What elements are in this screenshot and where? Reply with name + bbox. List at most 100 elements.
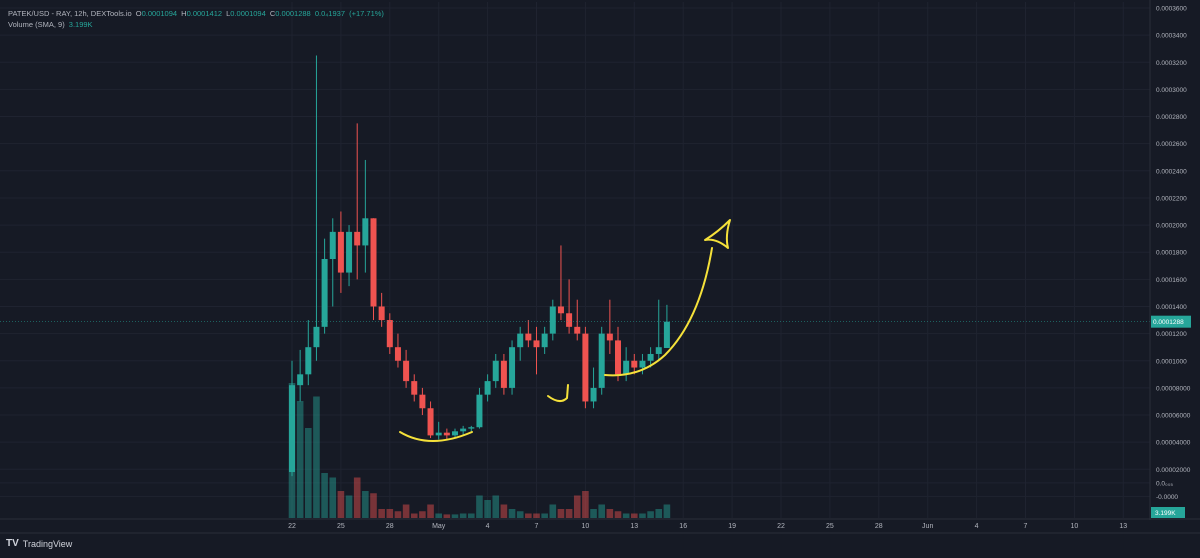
high-value: 0.0001412: [186, 9, 223, 18]
y-tick-label: 0.0003400: [1156, 33, 1187, 40]
x-tick-label: 4: [486, 523, 490, 530]
candle-body: [615, 340, 621, 375]
y-tick-label: 0.00006000: [1156, 413, 1191, 420]
candle: [313, 55, 320, 361]
candle: [541, 326, 548, 354]
candle: [525, 320, 532, 348]
candle-body: [492, 360, 499, 382]
candle: [370, 218, 377, 321]
tradingview-logo-icon: TV: [6, 538, 19, 549]
candle-body: [427, 408, 434, 436]
tradingview-logo[interactable]: TV TradingView: [6, 538, 72, 549]
candle-body: [598, 333, 605, 388]
candle: [590, 367, 597, 409]
x-tick-label: 19: [728, 523, 736, 530]
candle: [517, 326, 524, 361]
volume-bar: [459, 513, 467, 518]
volume-bar: [598, 504, 605, 518]
candle: [606, 299, 613, 354]
candle-body: [549, 306, 556, 334]
candle-body: [557, 306, 564, 314]
annotation-curve-left: [399, 431, 473, 442]
y-tick-label: 0.0001600: [1156, 277, 1187, 284]
volume-bar: [508, 509, 516, 518]
symbol-title: PATEK/USD - RAY, 12h, DEXTools.io: [8, 9, 132, 18]
candle-body: [623, 360, 630, 375]
volume-bar: [321, 473, 328, 518]
y-tick-label: 0.0003200: [1156, 60, 1187, 67]
candle-body: [313, 326, 320, 348]
candle: [329, 218, 336, 307]
volume-bar: [525, 513, 532, 518]
candle: [500, 353, 507, 395]
candle-body: [590, 387, 597, 402]
volume-tag-label: 3.199K: [1155, 510, 1176, 517]
candle: [419, 387, 426, 416]
candle-body: [476, 394, 483, 428]
high-label: H: [181, 9, 187, 18]
volume-bar: [329, 477, 337, 518]
x-tick-label: 28: [875, 523, 883, 530]
y-tick-label: 0.0001000: [1156, 358, 1187, 365]
candle: [468, 425, 475, 432]
annotation-arrow-line: [604, 247, 713, 377]
candle: [598, 326, 605, 395]
tradingview-logo-text: TradingView: [22, 538, 73, 549]
x-tick-label: 4: [975, 523, 979, 530]
candle-body: [509, 347, 516, 388]
candle-body: [419, 394, 426, 409]
candle: [403, 349, 410, 388]
candle: [362, 159, 369, 273]
candle: [566, 279, 573, 334]
volume-bar: [443, 514, 451, 518]
x-tick-label: 13: [630, 523, 638, 530]
candle-body: [639, 360, 646, 368]
volume-bar: [476, 495, 483, 518]
candle: [615, 326, 621, 382]
candle: [337, 211, 344, 293]
y-tick-label: 0.00002000: [1156, 467, 1191, 474]
candle-body: [289, 385, 295, 473]
volume-bar: [631, 513, 638, 518]
volume-bar: [427, 504, 434, 518]
candle: [533, 326, 540, 375]
candle-body: [386, 320, 393, 348]
x-tick-label: 25: [826, 523, 834, 530]
y-tick-label: 0.00008000: [1156, 385, 1191, 392]
candle-body: [354, 231, 361, 246]
volume-bar: [639, 513, 646, 518]
candle-body: [606, 333, 613, 341]
candle: [378, 292, 385, 327]
x-tick-label: 10: [1071, 523, 1079, 530]
volume-bar: [582, 491, 589, 518]
price-axis-panel: [1150, 0, 1200, 553]
candle-body: [378, 306, 385, 321]
candle: [492, 353, 499, 388]
candle: [647, 347, 654, 368]
y-tick-label: -0.0000: [1156, 494, 1178, 501]
x-tick-label: Jun: [922, 523, 933, 530]
volume-bar: [345, 495, 353, 518]
volume-bar: [622, 513, 630, 518]
candle-body: [362, 218, 369, 246]
volume-bar: [573, 495, 581, 518]
volume-bar: [516, 511, 524, 518]
volume-bar: [394, 511, 402, 518]
volume-bar: [647, 511, 654, 518]
last-price-tag: [1151, 315, 1191, 328]
candle-body: [647, 353, 654, 361]
candle: [484, 374, 491, 402]
change-value: 0.0₄1937: [314, 9, 345, 18]
volume-bar: [305, 428, 312, 518]
volume-bar: [410, 513, 418, 518]
candle-body: [541, 333, 548, 348]
y-tick-label: 0.0002400: [1156, 168, 1187, 175]
candle-body: [582, 333, 589, 402]
x-tick-label: 16: [679, 523, 687, 530]
y-tick-label: 0.0001800: [1156, 250, 1187, 257]
candle: [623, 347, 630, 382]
candle-body: [484, 381, 491, 395]
volume-bar: [655, 509, 663, 518]
